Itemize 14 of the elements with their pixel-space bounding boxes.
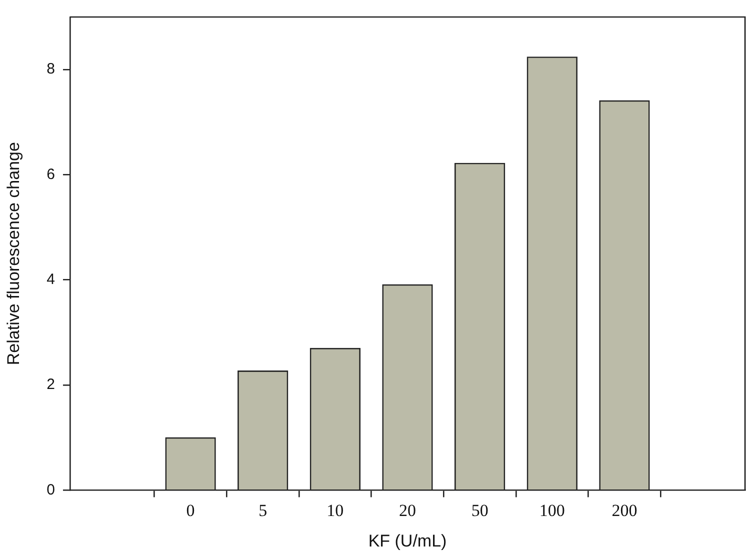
y-tick-label: 0 (46, 481, 55, 498)
y-tick-label: 4 (46, 271, 55, 288)
y-tick-label: 2 (46, 376, 55, 394)
x-tick-label: 5 (258, 500, 268, 520)
x-tick-label: 0 (186, 500, 195, 520)
x-tick-label: 50 (471, 500, 488, 520)
y-axis-title: Relative fluorescence change (4, 142, 23, 366)
y-tick-label: 6 (46, 166, 55, 183)
x-tick-label: 200 (612, 500, 638, 520)
x-tick-label: 20 (399, 500, 416, 520)
y-tick-label: 8 (46, 60, 55, 78)
x-tick-label: 100 (539, 500, 565, 520)
x-axis-title: KF (U/mL) (368, 531, 447, 550)
x-tick-label: 10 (326, 500, 344, 520)
